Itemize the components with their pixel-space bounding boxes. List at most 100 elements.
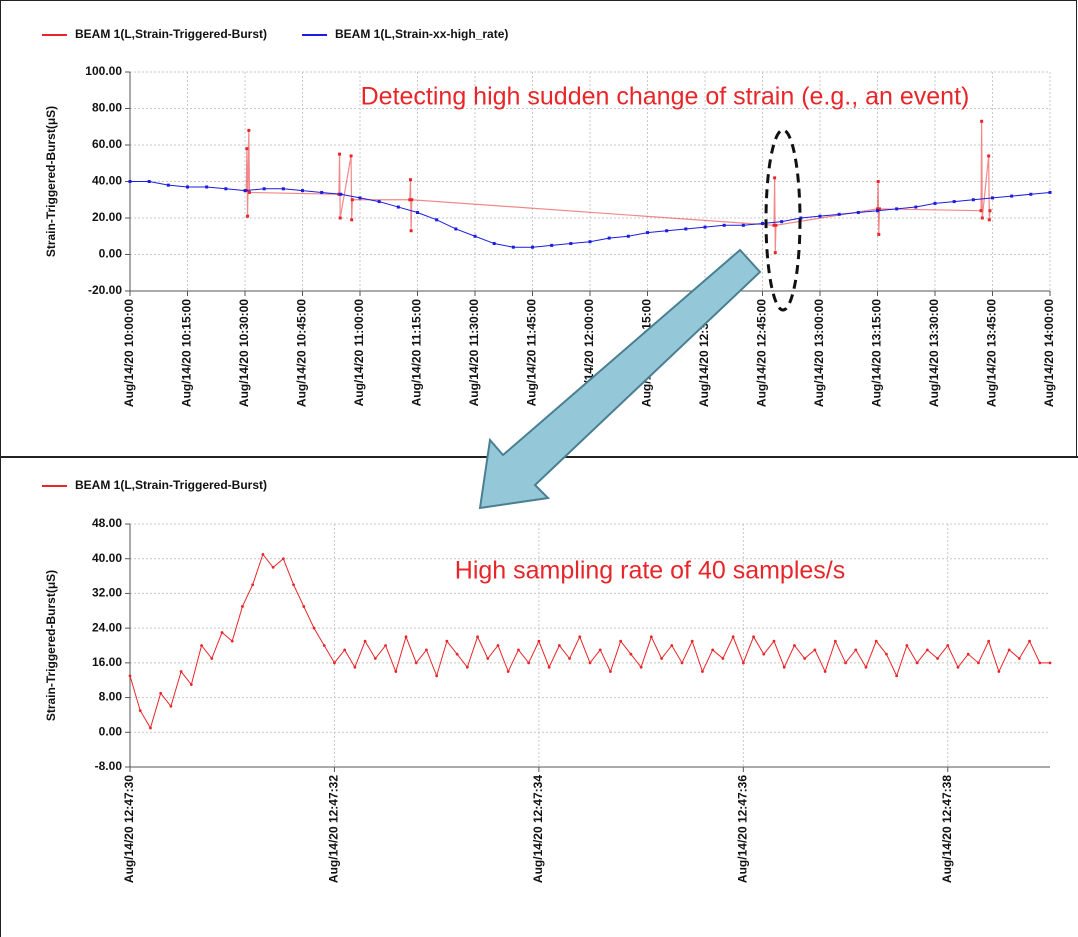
data-point [247, 128, 251, 132]
data-point [1028, 639, 1031, 643]
data-point [486, 657, 490, 660]
y-axis-label: Strain-Triggered-Burst(μS) [44, 106, 58, 257]
x-tick-label: Aug/14/20 10:00:00 [122, 299, 136, 407]
data-point [322, 644, 326, 647]
data-point [404, 635, 408, 639]
data-point [210, 657, 214, 660]
x-tick-label: Aug/14/20 10:30:00 [237, 299, 251, 407]
y-tick-label: 16.00 [92, 655, 122, 669]
x-tick-label: Aug/14/20 13:00:00 [812, 299, 826, 407]
data-point [977, 661, 980, 665]
data-point [598, 648, 602, 652]
data-point [377, 200, 381, 204]
data-point [877, 207, 881, 211]
data-point [980, 216, 984, 220]
data-point [251, 583, 255, 587]
data-point [703, 225, 707, 229]
data-point [312, 626, 316, 630]
data-point [333, 661, 336, 665]
data-point [578, 635, 582, 639]
data-point [414, 661, 418, 665]
y-tick-label: 60.00 [92, 137, 122, 151]
data-point [684, 227, 688, 231]
data-point [773, 251, 777, 255]
x-tick-label: Aug/14/20 12:47:32 [327, 775, 341, 883]
data-point [557, 644, 561, 647]
y-axis-label: Strain-Triggered-Burst(μS) [44, 570, 58, 721]
data-point [895, 207, 899, 211]
data-point [1010, 194, 1014, 198]
legend-label: BEAM 1(L,Strain-Triggered-Burst) [75, 27, 267, 41]
y-tick-label: 32.00 [92, 586, 122, 600]
y-tick-label: 40.00 [92, 174, 122, 188]
data-point [281, 557, 285, 561]
data-point [876, 180, 880, 183]
data-point [925, 648, 929, 652]
data-point [166, 183, 170, 187]
data-point [741, 661, 745, 665]
y-tick-label: 0.00 [99, 247, 123, 261]
data-point [373, 657, 377, 660]
data-point [799, 216, 803, 220]
data-point [350, 218, 354, 222]
data-point [281, 187, 285, 191]
data-point [905, 644, 909, 647]
data-point [261, 552, 265, 556]
x-tick-label: Aug/14/20 12:45:00 [755, 299, 769, 407]
y-tick-label: 80.00 [92, 101, 122, 115]
y-tick-label: 24.00 [92, 620, 122, 634]
y-tick-label: 48.00 [92, 516, 122, 530]
data-point [721, 657, 725, 660]
data-point [626, 234, 630, 238]
y-tick-label: 40.00 [92, 551, 122, 565]
data-point [619, 639, 623, 643]
data-point [476, 635, 479, 639]
legend-label: BEAM 1(L,Strain-Triggered-Burst) [75, 478, 267, 492]
data-point [680, 661, 684, 665]
data-point [435, 218, 439, 222]
data-point [987, 154, 991, 158]
y-tick-label: 0.00 [99, 724, 123, 738]
data-point [531, 245, 534, 249]
data-point [416, 211, 419, 215]
data-point [189, 683, 193, 686]
y-tick-label: 100.00 [85, 64, 122, 78]
data-point [527, 661, 531, 665]
data-point [1017, 657, 1021, 660]
data-point [547, 665, 551, 669]
data-point [933, 201, 937, 205]
data-point [338, 152, 342, 156]
data-point [339, 192, 343, 196]
data-point [774, 223, 778, 227]
data-point [147, 180, 151, 183]
data-point [473, 234, 477, 238]
data-point [690, 639, 694, 643]
data-point [568, 657, 571, 660]
data-point [384, 644, 387, 647]
data-point [607, 236, 611, 240]
data-point [833, 639, 837, 643]
data-point [588, 661, 592, 665]
data-point [343, 648, 347, 652]
data-point [496, 644, 500, 647]
data-point [247, 190, 251, 194]
data-point [837, 212, 841, 216]
data-point [988, 209, 992, 213]
data-point [987, 639, 991, 643]
x-tick-label: Aug/14/20 11:30:00 [467, 299, 481, 407]
data-point [271, 565, 275, 569]
data-point [914, 205, 918, 209]
data-point [454, 227, 458, 231]
data-point [410, 198, 414, 202]
data-point [179, 670, 183, 673]
x-tick-label: Aug/14/20 12:47:30 [122, 775, 136, 883]
data-point [149, 726, 152, 730]
data-point [353, 665, 357, 669]
x-tick-label: Aug/14/20 11:00:00 [352, 299, 366, 407]
data-point [128, 180, 132, 183]
data-point [408, 178, 412, 182]
x-tick-label: Aug/14/20 12:47:36 [736, 775, 750, 883]
x-tick-label: Aug/14/20 11:15:00 [410, 299, 424, 407]
data-point [991, 196, 994, 200]
